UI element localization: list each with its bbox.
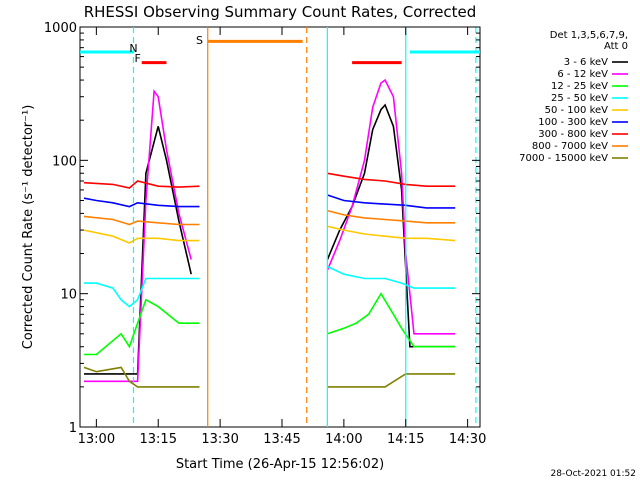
legend-entry-label: 7000 - 15000 keV	[519, 153, 608, 164]
series-line	[327, 172, 456, 187]
series-line	[84, 89, 192, 383]
legend-entry-label: 50 - 100 keV	[545, 105, 609, 116]
y-tick-label: 1000	[44, 21, 77, 36]
legend-header: Det 1,3,5,6,7,9,	[550, 30, 628, 41]
legend-entry-label: 800 - 7000 keV	[532, 141, 608, 152]
x-tick-label: 13:30	[201, 432, 238, 447]
legend-entry-label: 25 - 50 keV	[551, 93, 608, 104]
marker-label: N	[129, 42, 137, 55]
marker-label: F	[134, 52, 140, 65]
series-line	[84, 298, 200, 356]
series-line	[326, 78, 456, 335]
series-line	[327, 225, 456, 242]
x-tick-label: 14:15	[387, 432, 424, 447]
legend-entry-label: 300 - 800 keV	[538, 129, 608, 140]
series-line	[84, 277, 200, 308]
plot-frame	[79, 26, 481, 428]
legend-entry-label: 12 - 25 keV	[551, 81, 608, 92]
y-axis-label: Corrected Count Rate (s⁻¹ detector⁻¹)	[21, 105, 36, 350]
x-tick-label: 13:15	[140, 432, 177, 447]
marker-label: S	[196, 34, 203, 47]
series-line	[327, 209, 456, 224]
series-line	[83, 229, 200, 244]
footer-date: 28-Oct-2021 01:52	[551, 469, 636, 479]
x-tick-label: 13:00	[78, 432, 115, 447]
series-line	[83, 366, 200, 388]
y-tick-label: 1	[69, 421, 77, 436]
axis-layer: 13:00 13:15 13:30 13:45 14:00 14:15 14:30 1 10 10…	[44, 21, 486, 447]
x-axis-label: Start Time (26-Apr-15 12:56:02)	[176, 457, 384, 472]
legend-entry-label: 100 - 300 keV	[538, 117, 608, 128]
series-layer	[83, 78, 456, 388]
y-tick-label: 10	[60, 288, 77, 303]
series-line	[327, 194, 456, 209]
x-tick-label: 14:30	[449, 432, 486, 447]
legend-entry-label: 3 - 6 keV	[564, 57, 608, 68]
legend-header: Att 0	[604, 41, 628, 52]
overlay-layer: NF S	[80, 27, 480, 427]
series-line	[327, 292, 456, 348]
series-line	[83, 180, 200, 189]
series-line	[84, 126, 192, 375]
chart-title: RHESSI Observing Summary Count Rates, Co…	[84, 3, 477, 21]
series-line	[83, 215, 200, 226]
legend-entry-label: 6 - 12 keV	[557, 69, 608, 80]
y-tick-label: 100	[52, 154, 77, 169]
series-line	[327, 373, 456, 388]
x-tick-label: 14:00	[325, 432, 362, 447]
x-tick-label: 13:45	[263, 432, 300, 447]
series-line	[327, 265, 456, 289]
series-line	[83, 197, 200, 208]
